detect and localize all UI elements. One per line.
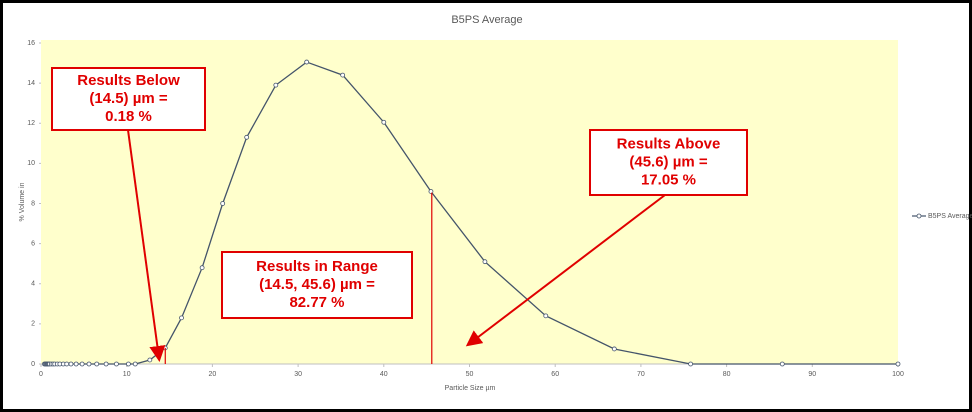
point xyxy=(895,361,901,367)
point xyxy=(79,361,85,367)
annotation-arrow xyxy=(465,194,666,347)
y-tick-label: 16 xyxy=(27,40,35,47)
annotation-box xyxy=(221,251,413,319)
point xyxy=(779,361,785,367)
x-tick-label: 40 xyxy=(380,371,388,378)
annotation-text: 0.18 % xyxy=(105,108,152,125)
x-axis-label: Particle Size µm xyxy=(445,385,496,392)
point xyxy=(244,134,250,140)
point xyxy=(340,72,346,78)
point xyxy=(86,361,92,367)
y-tick-label: 14 xyxy=(27,80,35,87)
point xyxy=(482,259,488,265)
point xyxy=(543,313,549,319)
y-tick-label: 0 xyxy=(31,361,35,368)
annotation-text: (45.6) µm = xyxy=(629,153,707,170)
point xyxy=(611,346,617,352)
x-tick-label: 100 xyxy=(892,371,904,378)
x-tick-label: 70 xyxy=(637,371,645,378)
y-tick-label: 12 xyxy=(27,120,35,127)
annotation-text: Results Above xyxy=(617,135,721,152)
y-tick-label: 8 xyxy=(31,200,35,207)
annotation-text: (14.5) µm = xyxy=(89,90,167,107)
annotation-arrow xyxy=(127,129,166,362)
point xyxy=(688,361,694,367)
x-tick-label: 50 xyxy=(466,371,474,378)
y-tick-label: 10 xyxy=(27,160,35,167)
annotation-box xyxy=(51,67,206,131)
x-tick-label: 80 xyxy=(723,371,731,378)
chart-title: B5PS Average xyxy=(451,14,522,26)
point xyxy=(132,361,138,367)
x-tick-label: 90 xyxy=(808,371,816,378)
annotation-text: Results Below xyxy=(77,72,180,89)
y-tick-label: 4 xyxy=(31,281,35,288)
annotation-text: Results in Range xyxy=(256,258,378,275)
annotation-text: 17.05 % xyxy=(641,171,696,188)
point xyxy=(428,189,434,194)
y-tick-label: 6 xyxy=(31,240,35,247)
point xyxy=(304,59,310,65)
point xyxy=(94,361,100,367)
x-tick-label: 20 xyxy=(209,371,217,378)
point xyxy=(381,119,387,125)
x-tick-label: 30 xyxy=(294,371,302,378)
annotation-text: 82.77 % xyxy=(289,294,344,311)
point xyxy=(73,361,79,367)
point xyxy=(114,361,119,367)
x-tick-label: 10 xyxy=(123,371,131,378)
legend-marker xyxy=(916,213,922,219)
point xyxy=(126,361,131,367)
point xyxy=(64,361,70,367)
x-tick-label: 60 xyxy=(551,371,559,378)
point xyxy=(179,315,184,321)
annotation-box xyxy=(589,129,748,196)
legend-label: B5PS Average xyxy=(928,213,972,220)
point xyxy=(220,201,226,206)
point xyxy=(103,361,109,367)
point xyxy=(273,82,279,88)
annotation-text: (14.5, 45.6) µm = xyxy=(259,276,375,293)
point xyxy=(68,361,74,367)
y-tick-label: 2 xyxy=(31,321,35,328)
y-axis-label: % Volume in xyxy=(19,182,26,221)
point xyxy=(147,357,153,363)
x-tick-label: 0 xyxy=(39,371,43,378)
point xyxy=(199,265,205,271)
